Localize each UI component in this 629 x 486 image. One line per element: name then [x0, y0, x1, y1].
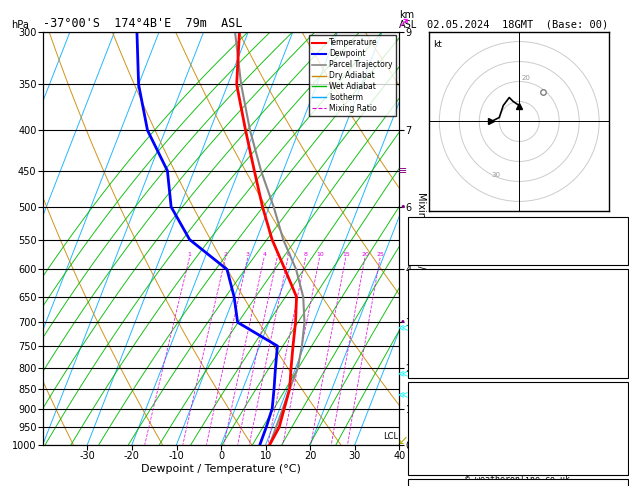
- Text: K: K: [411, 221, 416, 231]
- Text: 11: 11: [613, 333, 625, 344]
- Text: ≡: ≡: [398, 166, 407, 176]
- Y-axis label: Mixing Ratio (g/kg): Mixing Ratio (g/kg): [416, 192, 426, 284]
- Text: 305: 305: [607, 416, 625, 426]
- Text: 8.7: 8.7: [607, 303, 625, 313]
- Text: ↙: ↙: [398, 434, 408, 448]
- Text: 5: 5: [276, 252, 279, 257]
- Text: Dewp (°C): Dewp (°C): [411, 303, 464, 313]
- Text: 20: 20: [521, 74, 530, 81]
- Text: 3: 3: [246, 252, 250, 257]
- Text: 0: 0: [619, 348, 625, 359]
- Text: 8: 8: [304, 252, 308, 257]
- Text: CIN (J): CIN (J): [411, 461, 452, 471]
- Text: 4: 4: [262, 252, 266, 257]
- Text: 02.05.2024  18GMT  (Base: 00): 02.05.2024 18GMT (Base: 00): [427, 19, 608, 29]
- Text: •: •: [399, 202, 406, 212]
- Text: Lifted Index: Lifted Index: [411, 333, 481, 344]
- Text: kt: kt: [433, 39, 442, 49]
- Text: 9: 9: [619, 431, 625, 441]
- Text: 2: 2: [224, 252, 228, 257]
- Legend: Temperature, Dewpoint, Parcel Trajectory, Dry Adiabat, Wet Adiabat, Isotherm, Mi: Temperature, Dewpoint, Parcel Trajectory…: [309, 35, 396, 116]
- Text: 1.63: 1.63: [601, 251, 625, 261]
- Text: θᴇ(K): θᴇ(K): [411, 318, 440, 329]
- Text: Totals Totals: Totals Totals: [411, 236, 487, 246]
- X-axis label: Dewpoint / Temperature (°C): Dewpoint / Temperature (°C): [141, 464, 301, 474]
- Text: 25: 25: [376, 252, 384, 257]
- Text: Surface: Surface: [497, 273, 538, 283]
- Text: Temp (°C): Temp (°C): [411, 288, 464, 298]
- Text: km
ASL: km ASL: [399, 10, 418, 30]
- Text: 1: 1: [619, 461, 625, 471]
- Text: LCL: LCL: [383, 432, 398, 440]
- Text: Most Unstable: Most Unstable: [479, 385, 556, 396]
- Text: © weatheronline.co.uk: © weatheronline.co.uk: [465, 474, 570, 484]
- Text: ≪: ≪: [398, 389, 408, 399]
- Text: Hodograph: Hodograph: [491, 483, 544, 486]
- Text: ≪: ≪: [398, 322, 408, 332]
- Text: 30: 30: [491, 173, 500, 178]
- Text: hPa: hPa: [11, 19, 28, 30]
- Text: 0: 0: [619, 446, 625, 456]
- Text: 10: 10: [316, 252, 323, 257]
- Text: 20: 20: [361, 252, 369, 257]
- Text: PW (cm): PW (cm): [411, 251, 452, 261]
- Text: 15: 15: [342, 252, 350, 257]
- Text: 303: 303: [607, 318, 625, 329]
- Text: 1: 1: [188, 252, 192, 257]
- Text: •: •: [399, 317, 406, 327]
- Text: CIN (J): CIN (J): [411, 364, 452, 374]
- Text: ↗: ↗: [397, 15, 408, 29]
- Text: 6: 6: [286, 252, 290, 257]
- Text: 38: 38: [613, 236, 625, 246]
- Text: 925: 925: [607, 400, 625, 411]
- Text: Lifted Index: Lifted Index: [411, 431, 481, 441]
- Text: 2: 2: [619, 221, 625, 231]
- Text: -37°00'S  174°4B'E  79m  ASL: -37°00'S 174°4B'E 79m ASL: [43, 17, 242, 31]
- Text: CAPE (J): CAPE (J): [411, 348, 458, 359]
- Text: 0: 0: [619, 364, 625, 374]
- Text: θᴇ (K): θᴇ (K): [411, 416, 446, 426]
- Text: CAPE (J): CAPE (J): [411, 446, 458, 456]
- Text: Pressure (mb): Pressure (mb): [411, 400, 487, 411]
- Text: ≪: ≪: [398, 368, 408, 378]
- Text: 10.9: 10.9: [601, 288, 625, 298]
